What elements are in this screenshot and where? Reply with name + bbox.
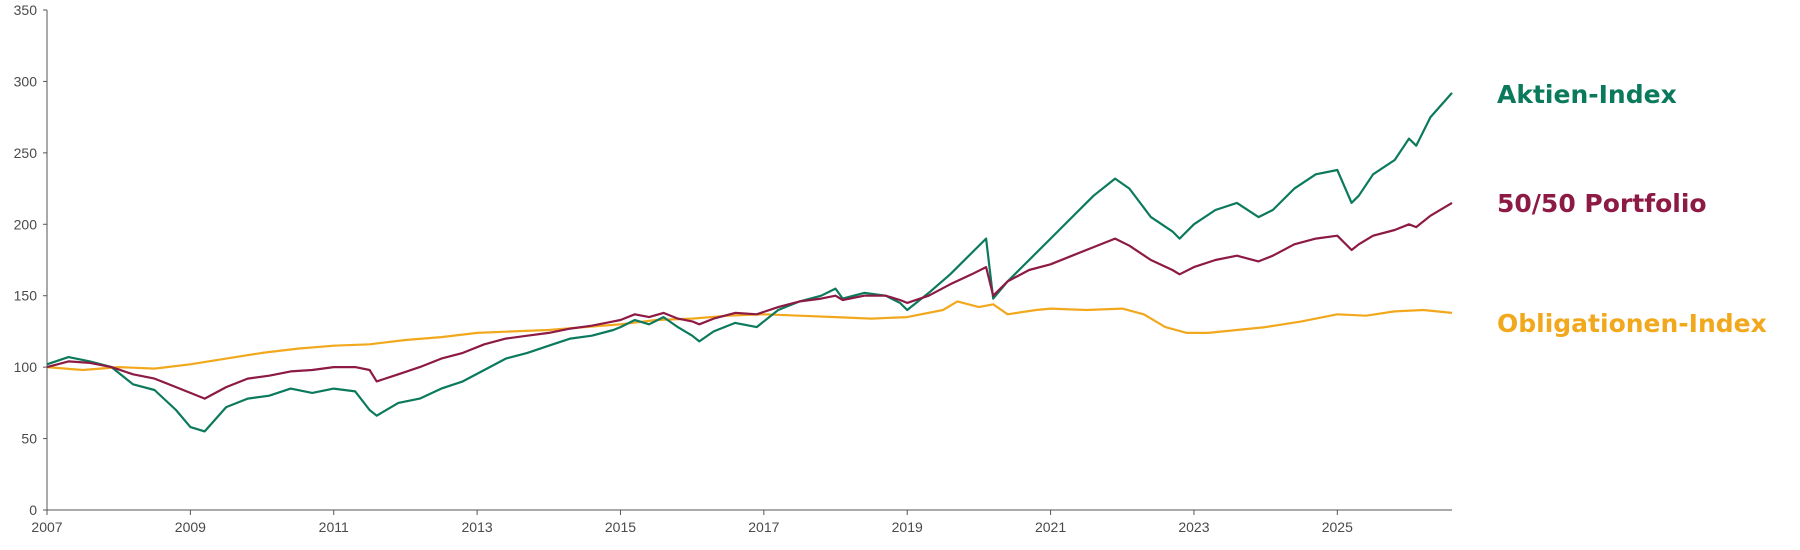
y-tick-label: 150 [14, 288, 38, 304]
y-tick-label: 300 [14, 73, 38, 89]
y-tick-label: 200 [14, 216, 38, 232]
x-tick-label: 2025 [1322, 519, 1353, 535]
y-tick-label: 250 [14, 145, 38, 161]
x-tick-label: 2015 [605, 519, 636, 535]
x-tick-label: 2013 [462, 519, 493, 535]
legend-label-aktien-index: Aktien-Index [1497, 80, 1677, 109]
legend-label-obligationen-index: Obligationen-Index [1497, 309, 1767, 338]
series-labels: Aktien-Index 50/50 Portfolio Obligationen-… [1497, 80, 1767, 338]
legend-label-50-50-portfolio: 50/50 Portfolio [1497, 189, 1707, 218]
x-tick-label: 2019 [892, 519, 923, 535]
y-tick-label: 350 [14, 2, 38, 18]
x-tick-label: 2021 [1035, 519, 1066, 535]
x-axis-ticks: 2007 2009 2011 2013 2015 2017 2019 2021 2023 2025 [31, 510, 1353, 535]
x-tick-label: 2009 [175, 519, 206, 535]
y-axis-ticks: 0 50 100 150 200 250 300 350 [14, 2, 47, 518]
x-tick-label: 2007 [31, 519, 62, 535]
x-tick-label: 2011 [319, 519, 349, 535]
series-line-obligationen-index [46, 300, 1453, 372]
chart-axes [46, 10, 1452, 511]
y-tick-label: 0 [29, 502, 37, 518]
y-tick-label: 100 [14, 359, 38, 375]
x-tick-label: 2023 [1178, 519, 1209, 535]
x-tick-label: 2017 [748, 519, 779, 535]
y-tick-label: 50 [21, 431, 37, 447]
series-lines [46, 92, 1453, 433]
series-line-aktien-index [46, 92, 1453, 433]
series-line-50-50-portfolio [46, 201, 1453, 400]
